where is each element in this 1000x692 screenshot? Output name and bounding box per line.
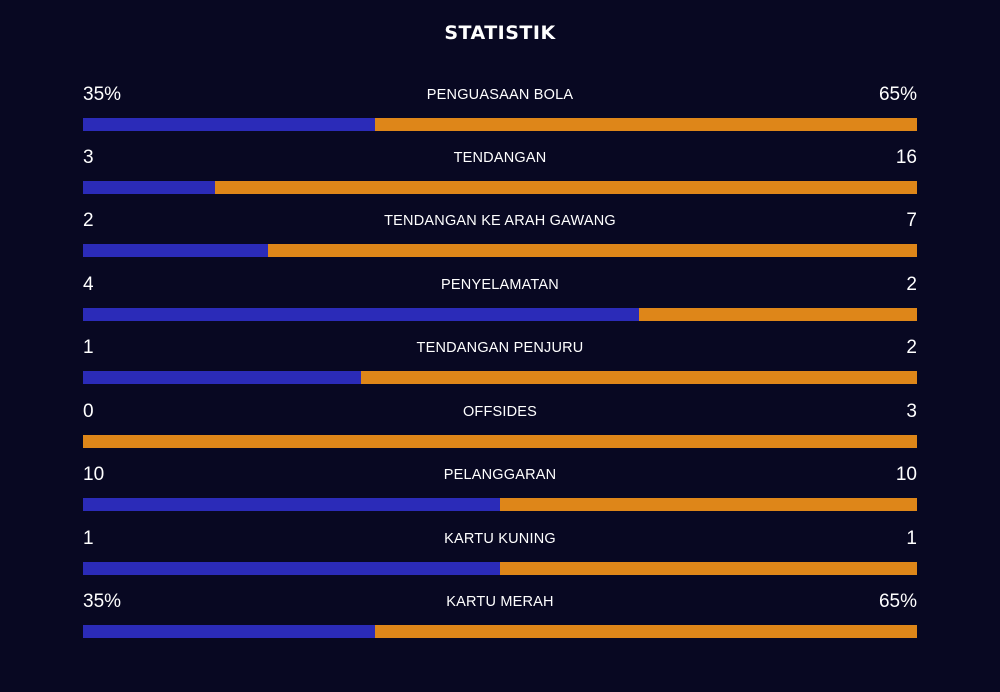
stat-label: KARTU MERAH [446,594,554,610]
home-value: 1 [83,528,94,549]
page-title: STATISTIK [444,22,556,44]
stat-label: PENYELAMATAN [441,277,559,293]
home-value: 35% [83,84,122,105]
stat-row-saves: 4 PENYELAMATAN 2 [83,272,917,322]
comparison-bar [83,435,917,448]
stat-row-yellow-cards: 1 KARTU KUNING 1 [83,526,917,576]
away-bar-segment [374,118,917,131]
stat-row-shots: 3 TENDANGAN 16 [83,145,917,195]
away-value: 1 [906,528,917,549]
away-value: 2 [906,337,917,358]
home-value: 2 [83,210,94,231]
comparison-bar [83,181,917,194]
comparison-bar [83,625,917,638]
comparison-bar [83,562,917,575]
away-bar-segment [214,181,917,194]
away-bar-segment [360,371,917,384]
home-bar-segment [83,118,375,131]
stat-row-fouls: 10 PELANGGARAN 10 [83,462,917,512]
away-bar-segment [268,244,917,257]
stat-label: KARTU KUNING [444,531,556,547]
away-value: 16 [895,147,917,168]
stat-row-red-cards: 35% KARTU MERAH 65% [83,589,917,639]
away-bar-segment [500,498,917,511]
away-bar-segment [639,308,917,321]
stat-row-corners: 1 TENDANGAN PENJURU 2 [83,335,917,385]
home-bar-segment [83,371,361,384]
home-bar-segment [83,244,269,257]
comparison-bar [83,498,917,511]
away-value: 10 [895,464,917,485]
away-value: 2 [906,274,917,295]
stat-row-offsides: 0 OFFSIDES 3 [83,399,917,449]
away-value: 7 [906,210,917,231]
home-value: 35% [83,591,122,612]
stat-label: PELANGGARAN [443,467,557,483]
away-bar-segment [500,562,917,575]
home-bar-segment [83,625,375,638]
stat-row-possession: 35% PENGUASAAN BOLA 65% [83,82,917,132]
away-value: 65% [878,591,917,612]
comparison-bar [83,308,917,321]
stat-label: OFFSIDES [462,404,538,420]
home-value: 4 [83,274,94,295]
home-value: 10 [83,464,105,485]
away-bar-segment [83,435,917,448]
comparison-bar [83,244,917,257]
stat-label: TENDANGAN KE ARAH GAWANG [384,213,616,229]
stat-label: TENDANGAN [453,150,547,166]
away-value: 65% [878,84,917,105]
home-value: 1 [83,337,94,358]
home-bar-segment [83,562,500,575]
home-bar-segment [83,181,215,194]
home-bar-segment [83,498,500,511]
comparison-bar [83,118,917,131]
home-bar-segment [83,308,640,321]
away-bar-segment [374,625,917,638]
stat-label: TENDANGAN PENJURU [416,340,584,356]
stat-row-shots-on-target: 2 TENDANGAN KE ARAH GAWANG 7 [83,208,917,258]
home-value: 0 [83,401,94,422]
comparison-bar [83,371,917,384]
home-value: 3 [83,147,94,168]
away-value: 3 [906,401,917,422]
stat-label: PENGUASAAN BOLA [426,87,574,103]
